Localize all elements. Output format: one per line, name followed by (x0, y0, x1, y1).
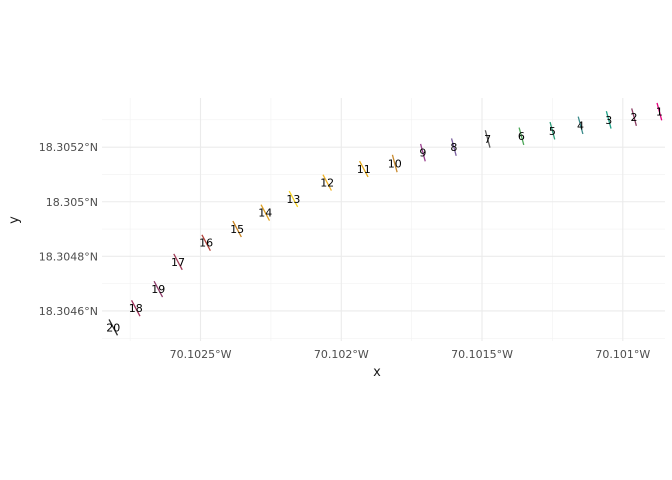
point-label: 7 (484, 133, 491, 146)
point-mark (419, 143, 426, 162)
x-tick-label: 70.1015°W (451, 348, 513, 361)
point-label: 4 (577, 119, 584, 132)
point-label: 9 (419, 147, 426, 160)
point-label: 11 (357, 163, 371, 176)
y-tick-label: 18.3052°N (39, 141, 98, 154)
point-mark (358, 160, 369, 178)
point-mark (153, 280, 164, 298)
point-mark (201, 234, 211, 251)
y-axis-title: y (7, 216, 22, 224)
point-label: 3 (605, 114, 612, 127)
point-mark (232, 220, 242, 238)
point-label: 16 (199, 237, 213, 250)
chart-marks (108, 102, 663, 336)
plot-panel (102, 98, 665, 341)
point-mark (450, 138, 457, 157)
point-label: 6 (518, 130, 525, 143)
point-label: 14 (258, 207, 272, 220)
x-axis-title: x (373, 365, 381, 380)
y-tick-label: 18.3046°N (39, 305, 98, 318)
point-label: 19 (151, 283, 165, 296)
point-mark (288, 190, 299, 208)
point-mark (130, 299, 141, 317)
y-tick-label: 18.305°N (46, 196, 98, 209)
point-label: 1 (656, 106, 663, 119)
x-tick-label: 70.102°W (314, 348, 369, 361)
x-tick-label: 70.101°W (595, 348, 650, 361)
point-label: 8 (450, 141, 457, 154)
point-mark (260, 204, 271, 221)
point-mark (549, 121, 556, 140)
point-mark (605, 110, 612, 129)
point-label: 17 (171, 256, 185, 269)
point-mark (631, 108, 637, 126)
y-axis-ticks: 18.3046°N 18.3048°N 18.305°N 18.3052°N (39, 141, 98, 318)
point-label: 15 (230, 223, 244, 236)
point-label: 2 (631, 111, 638, 124)
point-label: 18 (129, 302, 143, 315)
point-mark (577, 116, 584, 135)
point-mark (391, 154, 398, 173)
point-mark (484, 130, 491, 148)
point-mark (108, 319, 119, 336)
x-axis-ticks: 70.1025°W 70.102°W 70.1015°W 70.101°W (170, 348, 651, 361)
point-label: 10 (388, 158, 402, 171)
point-mark (656, 102, 663, 121)
grid-major (102, 98, 665, 341)
point-label: 13 (286, 193, 300, 206)
point-label: 20 (106, 321, 120, 334)
point-label: 12 (320, 177, 334, 190)
point-label: 5 (549, 125, 556, 138)
grid-minor (102, 98, 665, 341)
point-mark (518, 127, 525, 146)
y-tick-label: 18.3048°N (39, 250, 98, 263)
x-tick-label: 70.1025°W (170, 348, 232, 361)
point-mark (173, 253, 183, 271)
point-mark (322, 174, 332, 191)
